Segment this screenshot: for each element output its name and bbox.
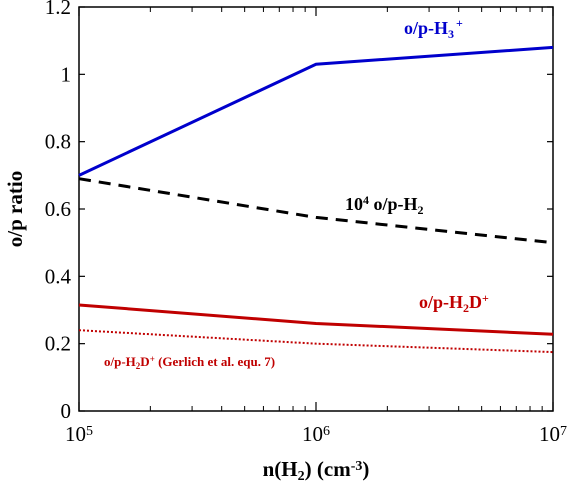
series-line-h2: [78, 177, 554, 245]
y-tick-label: 1: [61, 62, 72, 86]
y-tick-label: 0.2: [45, 332, 71, 356]
series-label-h2: 104 o/p-H2: [345, 193, 424, 217]
x-axis-label: n(H2) (cm-3): [263, 457, 370, 484]
x-tick-label: 106: [302, 422, 330, 446]
plot-frame: [78, 6, 554, 412]
series-label-h2d: o/p-H2D+: [419, 291, 489, 315]
y-axis-label: o/p ratio: [3, 171, 27, 247]
series-label-h3: o/p-H3+: [404, 16, 463, 41]
x-tick-label: 105: [65, 422, 93, 446]
y-tick-label: 0.6: [45, 197, 71, 221]
series-layer: [78, 45, 554, 354]
x-tick-label: 107: [539, 422, 567, 446]
ticks: 0 0.2 0.4 0.6 0.8 1 1.2 105 106 107: [45, 0, 567, 446]
series-line-gerlich: [78, 329, 554, 354]
series-line-h2d: [78, 303, 554, 336]
series-label-gerlich: o/p-H2D+ (Gerlich et al. equ. 7): [104, 354, 275, 371]
y-tick-label: 0.4: [45, 264, 72, 288]
y-tick-label: 0.8: [45, 130, 71, 154]
y-tick-label: 0: [61, 399, 72, 423]
series-line-h3: [78, 45, 554, 177]
y-tick-label: 1.2: [45, 0, 71, 19]
